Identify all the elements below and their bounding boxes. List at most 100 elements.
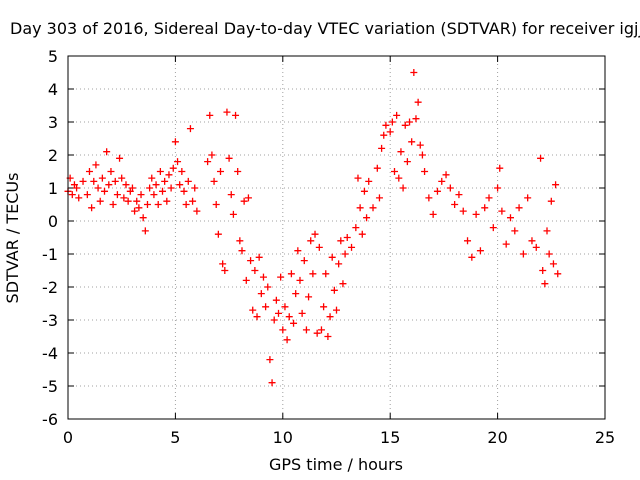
data-point	[352, 224, 360, 232]
data-point	[554, 270, 562, 278]
data-point	[549, 260, 557, 268]
data-point	[229, 210, 237, 218]
data-point	[171, 138, 179, 146]
data-point	[159, 187, 167, 195]
data-point	[270, 316, 278, 324]
data-point	[425, 194, 433, 202]
data-point	[552, 181, 560, 189]
data-point	[186, 125, 194, 133]
data-point	[268, 379, 276, 387]
data-point	[537, 154, 545, 162]
data-point	[111, 177, 119, 185]
data-point	[354, 174, 362, 182]
data-point	[326, 313, 334, 321]
data-point	[292, 290, 300, 298]
data-point	[240, 197, 248, 205]
data-point	[442, 171, 450, 179]
data-point	[212, 201, 220, 208]
data-point	[161, 177, 169, 185]
data-point	[96, 197, 104, 205]
data-point	[290, 319, 298, 327]
y-tick-label: -1	[42, 245, 58, 264]
data-point	[180, 187, 188, 195]
data-point	[399, 184, 407, 192]
data-point	[489, 224, 497, 232]
data-point	[223, 108, 231, 116]
data-point	[277, 273, 285, 281]
data-point	[189, 197, 197, 205]
data-point	[176, 181, 184, 189]
data-point	[414, 98, 422, 106]
data-point	[283, 336, 291, 344]
x-tick-label: 5	[170, 428, 180, 447]
data-point	[178, 168, 186, 175]
data-point	[169, 164, 177, 172]
data-point	[150, 191, 158, 199]
y-tick-label: 3	[48, 113, 58, 132]
data-point	[468, 253, 476, 261]
data-point	[481, 204, 489, 212]
data-point	[148, 174, 156, 182]
data-point	[429, 210, 437, 218]
data-point	[259, 273, 267, 281]
data-point	[446, 184, 454, 192]
data-point	[255, 253, 263, 261]
data-point	[249, 306, 257, 314]
data-point	[262, 303, 270, 311]
data-point	[335, 260, 343, 268]
data-point	[225, 154, 233, 162]
data-point	[124, 197, 132, 205]
data-point	[146, 184, 154, 192]
x-tick-label: 10	[273, 428, 293, 447]
data-point	[68, 191, 76, 199]
data-point	[287, 270, 295, 278]
data-point	[242, 276, 250, 284]
data-point	[369, 204, 377, 212]
data-point	[167, 184, 175, 192]
data-point	[116, 154, 124, 162]
data-point	[131, 207, 139, 215]
data-point	[113, 191, 121, 199]
data-point	[339, 280, 347, 288]
data-point	[154, 201, 162, 208]
data-point	[272, 296, 280, 304]
data-point	[506, 214, 514, 222]
data-point	[251, 267, 259, 274]
data-point	[174, 158, 182, 166]
data-point	[416, 141, 424, 149]
data-point	[320, 303, 328, 311]
data-point	[360, 187, 368, 195]
data-point	[214, 230, 222, 238]
data-point	[524, 194, 532, 202]
data-point	[341, 250, 349, 258]
x-axis-label: GPS time / hours	[269, 455, 403, 474]
axis-ticks: 0 5 10 15 20 25 -6 -5 -4 -3 -2 -1 0 1 2 3 4 5	[42, 47, 615, 447]
data-point	[279, 326, 287, 334]
data-point	[307, 237, 315, 245]
data-point	[382, 121, 390, 129]
data-point	[294, 247, 302, 255]
data-point	[217, 168, 225, 175]
data-point	[315, 243, 323, 251]
data-point	[165, 171, 173, 179]
data-point	[143, 201, 151, 208]
data-point	[191, 184, 199, 192]
data-point	[378, 144, 386, 152]
data-point	[363, 214, 371, 222]
data-point	[152, 181, 160, 189]
data-point	[122, 181, 130, 189]
x-tick-label: 25	[595, 428, 615, 447]
data-point	[90, 177, 98, 185]
data-point	[305, 293, 313, 301]
data-point	[333, 306, 340, 314]
data-point	[380, 131, 388, 139]
data-point	[418, 151, 426, 159]
data-point	[118, 174, 126, 182]
data-point	[219, 260, 227, 268]
data-point	[545, 250, 553, 258]
y-tick-label: -6	[42, 410, 58, 429]
data-point	[103, 148, 111, 156]
data-point	[275, 309, 283, 317]
x-tick-label: 20	[487, 428, 507, 447]
